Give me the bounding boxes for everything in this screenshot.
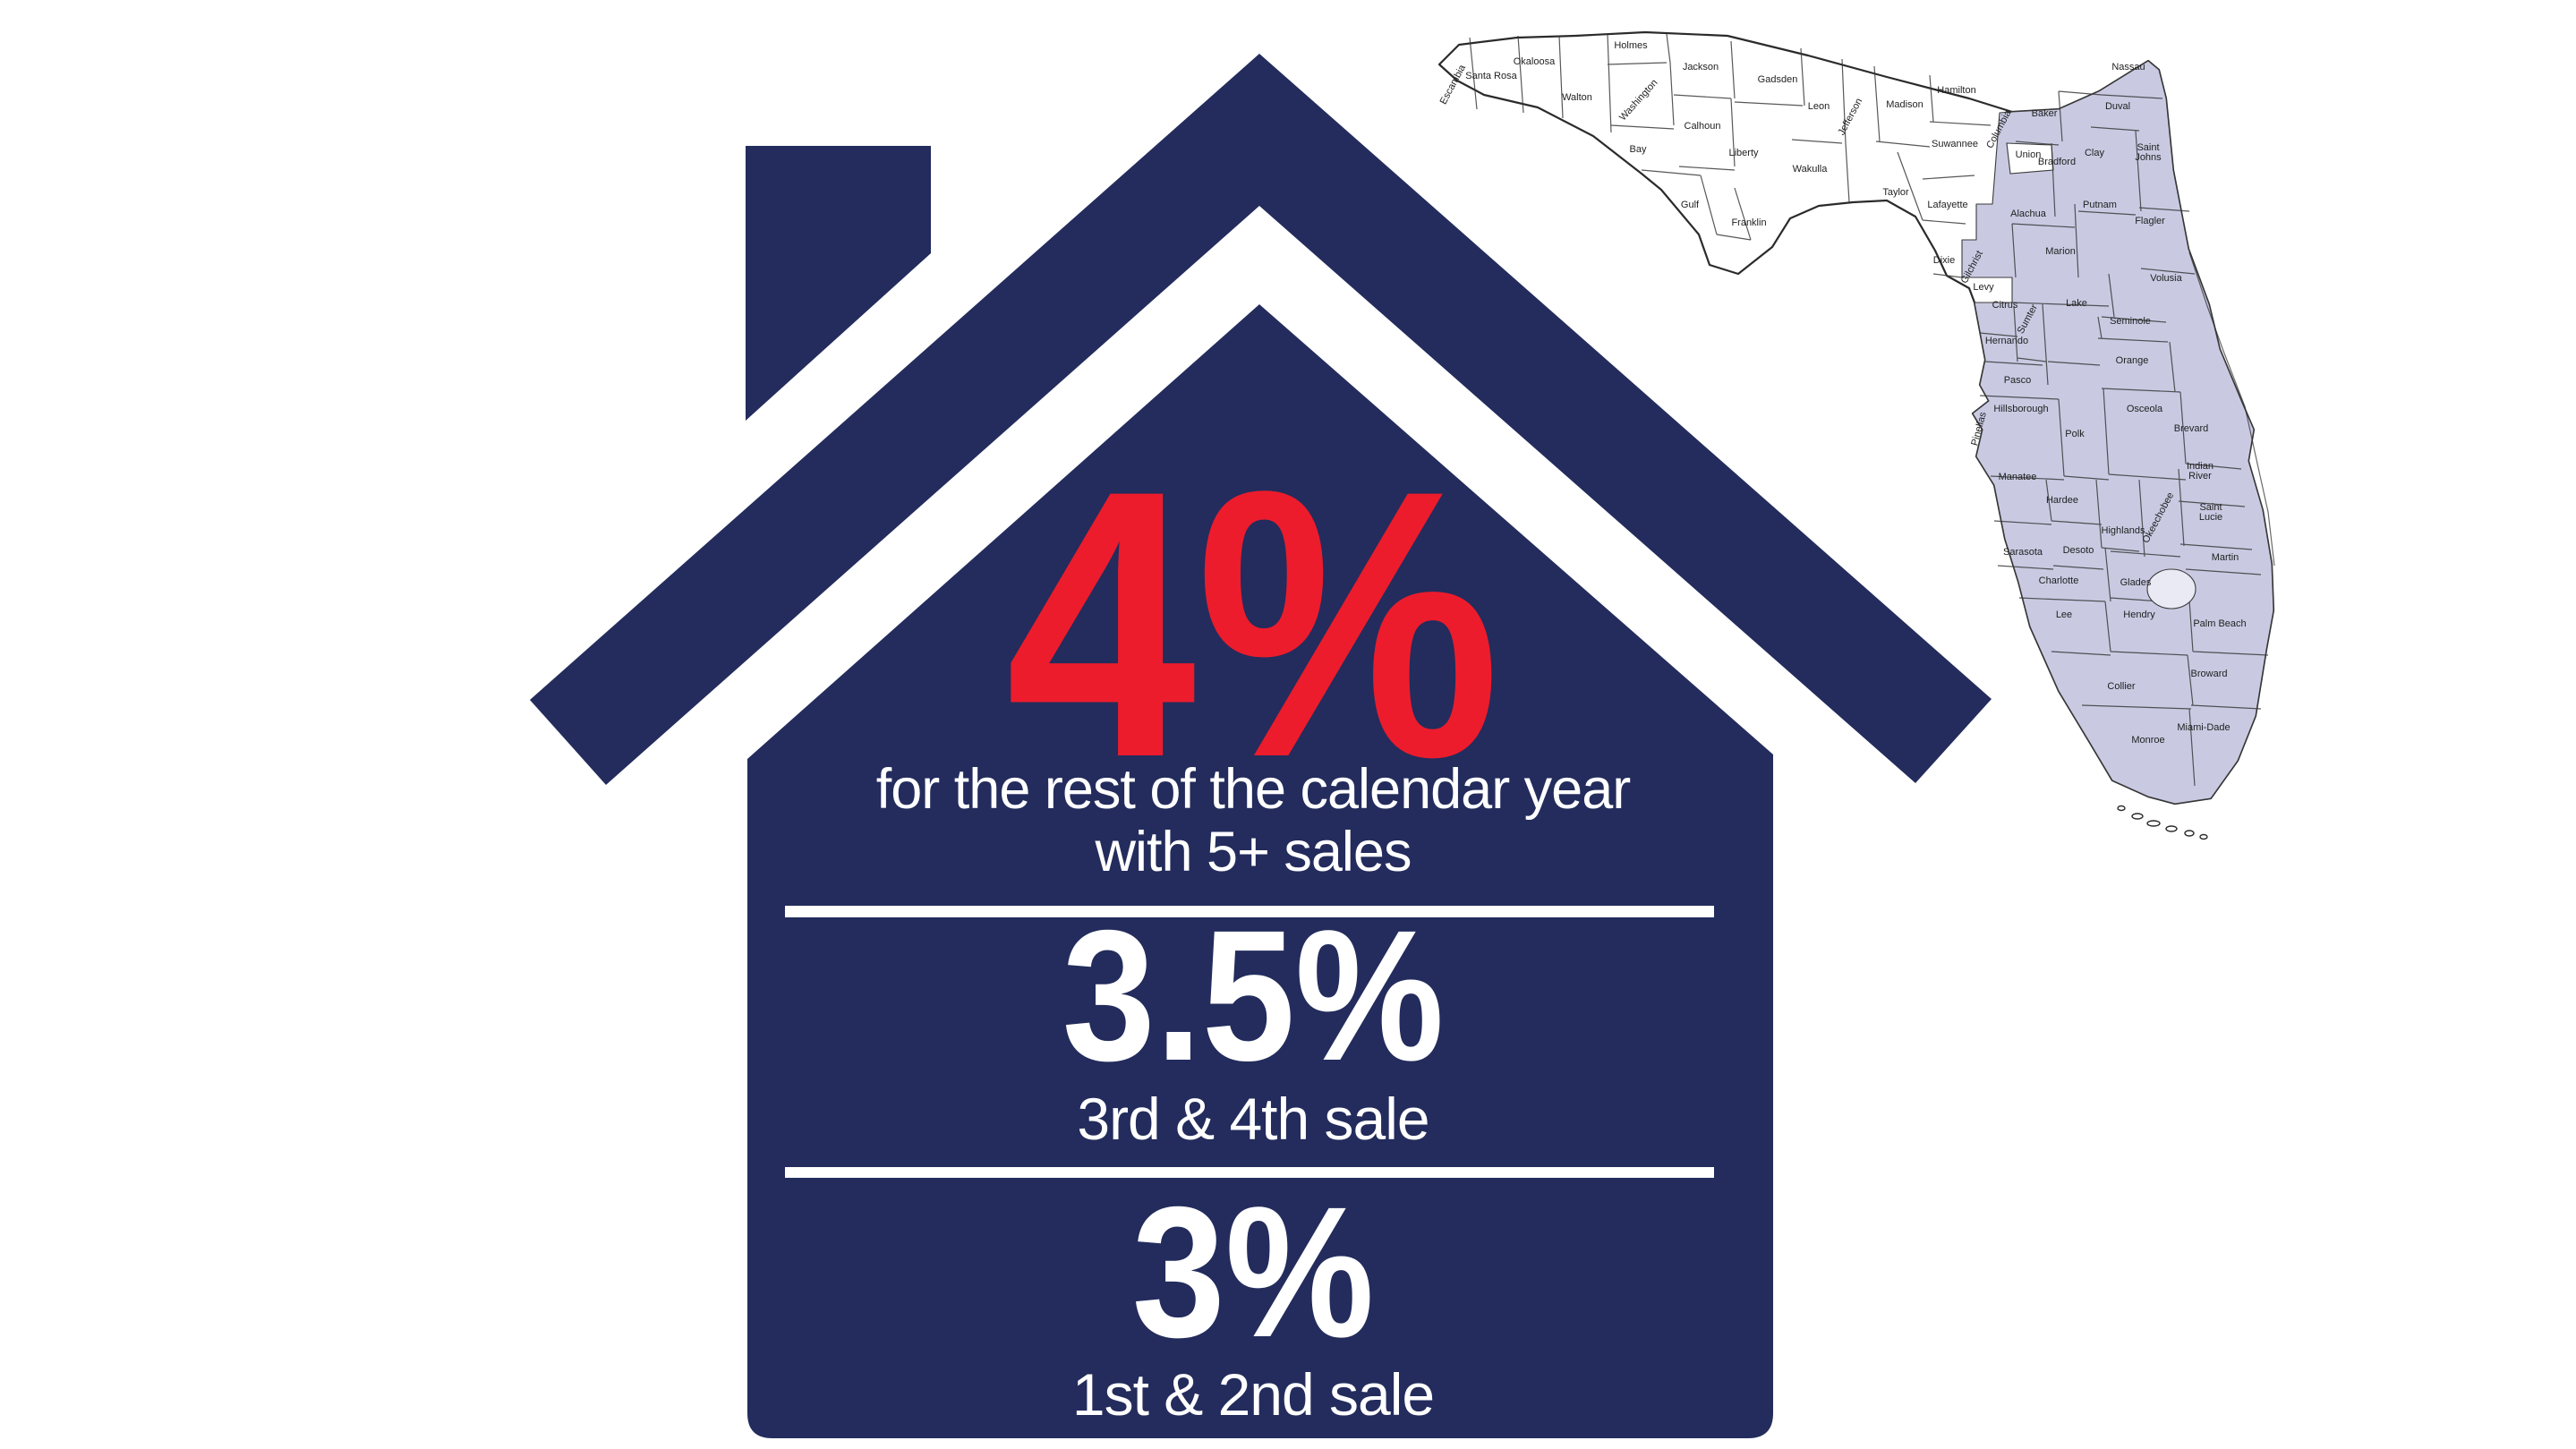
county-label-orange: Orange — [2116, 355, 2149, 366]
county-borders — [1469, 33, 2269, 787]
divider-bottom — [785, 1167, 1714, 1178]
county-label-gadsden: Gadsden — [1758, 74, 1798, 85]
county-label-jackson: Jackson — [1683, 62, 1719, 72]
county-label-walton: Walton — [1562, 92, 1592, 103]
county-label-holmes: Holmes — [1614, 40, 1648, 51]
county-label-suwannee: Suwannee — [1932, 139, 1978, 149]
county-label-seminole: Seminole — [2110, 316, 2151, 327]
county-label-dixie: Dixie — [1933, 255, 1955, 266]
county-label-leon: Leon — [1808, 101, 1830, 112]
caption-mid: 3rd & 4th sale — [1077, 1086, 1429, 1152]
house-body-shape — [747, 304, 1773, 1438]
county-label-wakulla: Wakulla — [1793, 164, 1829, 175]
county-label-bay: Bay — [1630, 144, 1647, 155]
county-label-lee: Lee — [2056, 609, 2072, 620]
chimney-shape — [746, 146, 931, 421]
county-label-hillsborough: Hillsborough — [1993, 404, 2048, 414]
county-label-pasco: Pasco — [2004, 375, 2032, 386]
caption-top-line1: for the rest of the calendar year — [875, 758, 1631, 821]
county-label-brevard: Brevard — [2174, 423, 2209, 434]
county-label-hendry: Hendry — [2123, 609, 2155, 620]
county-label-lake: Lake — [2066, 298, 2087, 309]
county-label-hardee: Hardee — [2046, 495, 2078, 506]
county-label-miami-dade: Miami-Dade — [2177, 722, 2230, 733]
county-label-madison: Madison — [1886, 99, 1923, 110]
county-label-lafayette: Lafayette — [1927, 200, 1967, 210]
county-label-osceola: Osceola — [2127, 404, 2163, 414]
county-label-highlands: Highlands — [2102, 525, 2145, 536]
county-label-palm-beach: Palm Beach — [2193, 618, 2246, 629]
lake-okeechobee — [2146, 568, 2196, 609]
county-label-okaloosa: Okaloosa — [1514, 56, 1556, 67]
florida-keys — [2117, 805, 2208, 840]
county-label-alachua: Alachua — [2010, 209, 2047, 219]
county-label-polk: Polk — [2065, 429, 2085, 439]
county-label-nassau: Nassau — [2111, 62, 2145, 72]
county-label-duval: Duval — [2105, 101, 2130, 112]
county-label-indian-river: Indian River — [2187, 461, 2213, 482]
rate-4-percent: 4% — [1005, 412, 1501, 837]
county-label-citrus: Citrus — [1992, 300, 2018, 311]
county-label-calhoun: Calhoun — [1685, 121, 1721, 132]
county-label-clay: Clay — [2085, 148, 2105, 158]
county-label-liberty: Liberty — [1728, 148, 1759, 158]
rate-3-percent: 3% — [1131, 1169, 1375, 1377]
county-label-collier: Collier — [2107, 681, 2136, 692]
county-label-taylor: Taylor — [1882, 187, 1909, 198]
county-label-glades: Glades — [2120, 577, 2152, 588]
county-label-baker: Baker — [2032, 108, 2058, 119]
county-label-marion: Marion — [2045, 246, 2076, 257]
county-label-desoto: Desoto — [2063, 545, 2094, 556]
county-label-saint-johns: Saint Johns — [2135, 142, 2162, 163]
highlighted-counties-region — [1961, 60, 2274, 805]
county-label-hamilton: Hamilton — [1937, 85, 1975, 96]
county-label-putnam: Putnam — [2083, 200, 2117, 210]
county-label-flagler: Flagler — [2135, 216, 2165, 226]
county-label-gulf: Gulf — [1681, 200, 1700, 210]
county-label-hernando: Hernando — [1985, 336, 2028, 346]
roof-shape — [530, 54, 1992, 785]
county-label-bradford: Bradford — [2038, 157, 2076, 167]
county-label-santa-rosa: Santa Rosa — [1465, 71, 1517, 81]
barrier-island-coastline — [2188, 251, 2275, 567]
county-label-manatee: Manatee — [1999, 472, 2037, 482]
county-label-charlotte: Charlotte — [2039, 575, 2079, 586]
county-label-franklin: Franklin — [1731, 217, 1766, 228]
county-label-saint-lucie: Saint Lucie — [2199, 502, 2222, 523]
county-label-levy: Levy — [1973, 282, 1994, 293]
county-label-union: Union — [2016, 149, 2042, 160]
county-label-volusia: Volusia — [2150, 273, 2182, 284]
caption-top-line2: with 5+ sales — [1095, 821, 1412, 883]
caption-bottom: 1st & 2nd sale — [1071, 1361, 1435, 1428]
rate-3-5-percent: 3.5% — [1062, 892, 1445, 1100]
county-label-monroe: Monroe — [2131, 735, 2164, 746]
county-label-martin: Martin — [2212, 552, 2239, 563]
divider-top — [785, 906, 1714, 917]
county-label-broward: Broward — [2191, 669, 2228, 679]
county-label-sarasota: Sarasota — [2003, 547, 2043, 558]
